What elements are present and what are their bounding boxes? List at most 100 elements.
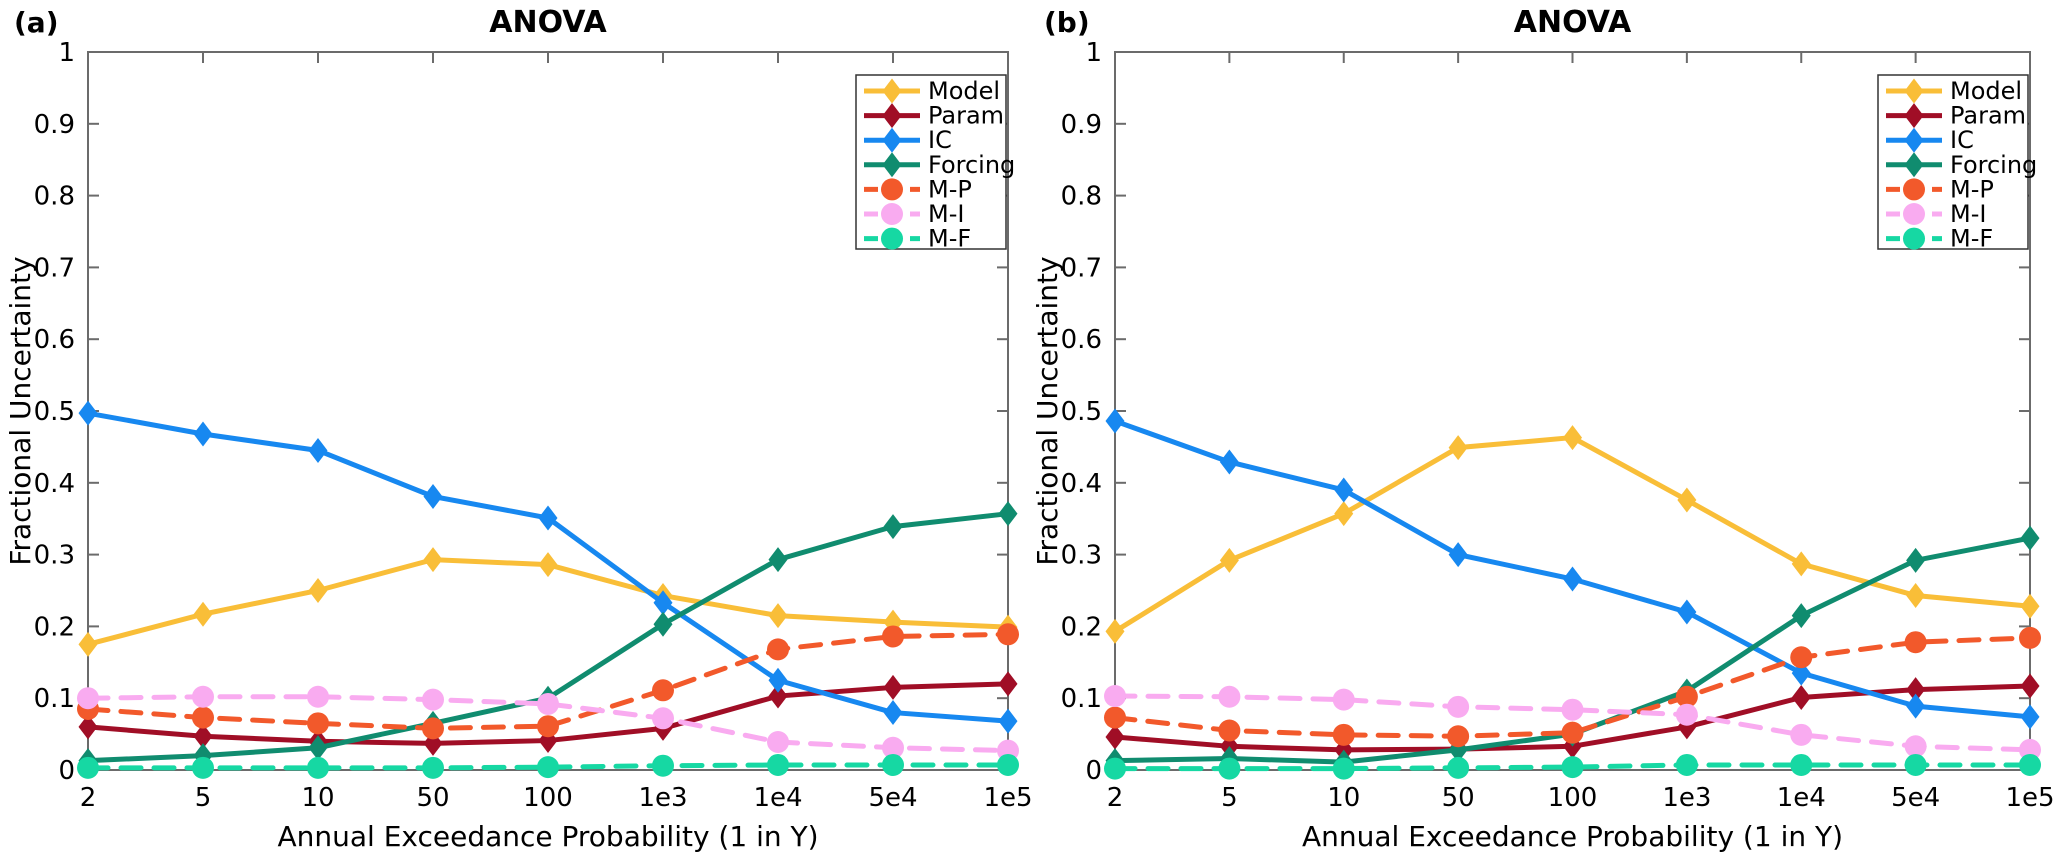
series-marker-ic [538,505,558,531]
y-tick-label: 0.5 [34,397,75,427]
series-marker-model [1448,435,1468,461]
series-line-m-p [1112,635,2033,739]
series-marker-ic [423,483,443,509]
series-marker-m-p [2019,626,2041,649]
series-marker-m-p [1447,725,1470,748]
series-marker-forcing [2020,525,2040,551]
series-marker-m-p [1104,706,1126,729]
y-tick-label: 1 [1085,38,1102,68]
x-tick-label: 1e4 [1777,783,1826,813]
legend-marker-forcing [1904,152,1924,178]
series-marker-m-f [1561,756,1584,779]
series-marker-m-f [1675,753,1698,776]
y-tick-label: 0.5 [1061,397,1102,427]
series-marker-ic [193,421,213,447]
legend-label-m-f: M-F [1950,225,1993,253]
series-marker-m-f [422,756,444,779]
y-tick-label: 0.8 [34,182,75,212]
series-marker-model [1791,551,1811,577]
series-marker-model [1677,487,1697,513]
series-line-m-f [1112,762,2033,772]
y-tick-label: 0.4 [1061,469,1102,499]
legend-label-m-i: M-I [1950,200,1986,228]
series-marker-model [423,547,443,573]
y-tick-label: 0.6 [1061,325,1102,355]
series-marker-model [193,601,213,627]
panel-title: ANOVA [1514,5,1632,40]
x-tick-label: 1e3 [638,783,687,813]
series-marker-m-f [1104,757,1126,780]
panel-letter: (a) [14,6,59,39]
series-marker-m-i [537,692,559,715]
series-marker-model [1563,425,1582,451]
legend-label-model: Model [1950,77,2022,105]
legend-marker-param [882,103,902,129]
x-tick-label: 10 [1327,783,1360,813]
x-tick-label: 2 [80,783,97,813]
x-tick-label: 2 [1107,783,1124,813]
series-marker-m-f [537,756,559,779]
legend-marker-model [882,78,902,104]
x-tick-label: 1e5 [2005,783,2054,813]
series-marker-forcing [1906,547,1926,573]
y-tick-label: 0.4 [34,469,75,499]
series-marker-m-i [1332,688,1355,711]
series-marker-param [1791,684,1811,710]
legend-marker-forcing [882,152,902,178]
x-tick-label: 1e5 [983,783,1032,813]
legend-marker-m-i [881,203,903,225]
legend-marker-m-i [1903,203,1925,225]
y-tick-label: 0.3 [34,541,75,571]
legend-marker-model [1904,78,1924,104]
series-marker-m-p [1561,721,1584,744]
series-marker-m-f [2019,753,2041,776]
y-tick-label: 1 [58,38,75,68]
x-tick-label: 5 [1221,783,1238,813]
series-marker-forcing [653,611,673,637]
legend-marker-m-f [1903,227,1925,250]
y-tick-label: 0.2 [34,612,75,642]
x-tick-label: 1e3 [1662,783,1711,813]
series-marker-param [78,714,98,740]
series-marker-ic [308,437,328,463]
legend-label-forcing: Forcing [928,151,1015,179]
series-marker-m-p [192,706,214,729]
series-marker-m-p [1332,723,1355,746]
series-marker-forcing [308,735,328,761]
series-marker-m-f [307,756,329,779]
series-marker-ic [1105,408,1125,434]
series-marker-ic [1677,599,1697,625]
y-tick-label: 0.9 [34,110,75,140]
series-marker-forcing [1791,603,1811,629]
series-marker-m-f [882,753,904,776]
series-marker-model [768,603,788,629]
series-marker-m-f [77,756,99,779]
series-marker-m-p [422,717,444,740]
series-marker-param [998,671,1018,697]
series-marker-m-p [1675,685,1698,708]
legend-label-ic: IC [1950,126,1974,154]
series-marker-param [2020,673,2040,699]
series-marker-model [1105,618,1125,644]
legend-marker-ic [1904,127,1924,153]
y-tick-label: 0.1 [34,684,75,714]
series-marker-ic [2020,704,2040,730]
y-tick-label: 0.3 [1061,541,1102,571]
x-tick-label: 5e4 [868,783,917,813]
series-marker-m-p [1904,631,1927,654]
series-marker-param [1906,677,1926,703]
y-axis-label: Fractional Uncertainty [4,256,37,565]
series-marker-m-f [1790,753,1813,776]
series-marker-m-i [767,730,789,753]
legend-marker-m-p [881,178,903,201]
legend-label-m-p: M-P [1950,175,1994,203]
series-marker-ic [883,700,903,726]
series-marker-model [1219,547,1239,573]
panel-a: 2 5 10 50 100 1e3 1e4 5e4 1e5 0 0.1 0.2 0.3 0.4 0.5 0.6… [4,5,1033,853]
series-marker-m-f [652,754,674,777]
series-marker-m-p [652,679,674,702]
